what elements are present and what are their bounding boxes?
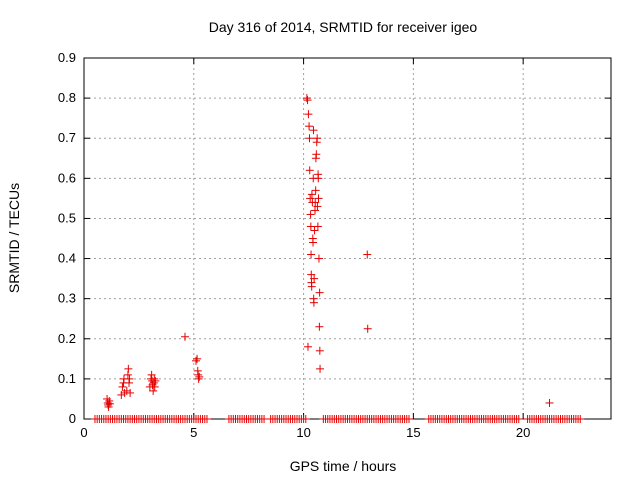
y-tick-label: 0.3 — [58, 291, 76, 306]
y-tick-label: 0.7 — [58, 130, 76, 145]
y-tick-label: 0.8 — [58, 90, 76, 105]
data-point — [313, 222, 322, 231]
data-point — [124, 364, 133, 373]
data-point — [195, 372, 204, 381]
data-point — [191, 356, 200, 365]
data-point — [314, 254, 323, 263]
data-point — [125, 374, 134, 383]
data-point — [194, 374, 203, 383]
data-point — [151, 376, 160, 385]
data-point — [311, 206, 320, 215]
y-tick-label: 0.4 — [58, 251, 76, 266]
y-tick-label: 0.6 — [58, 170, 76, 185]
data-point-zero — [202, 415, 211, 423]
data-point — [117, 390, 126, 399]
data-point — [310, 274, 319, 283]
data-point-zero — [404, 415, 413, 423]
data-point — [315, 346, 324, 355]
data-point — [305, 166, 314, 175]
y-tick-label: 0.9 — [58, 50, 76, 65]
data-point — [149, 386, 158, 395]
data-point — [304, 110, 313, 119]
plot-frame — [83, 57, 612, 420]
data-point — [306, 210, 315, 219]
x-tick-label: 5 — [190, 425, 197, 440]
data-point — [316, 364, 325, 373]
data-point — [314, 194, 323, 203]
data-point — [314, 174, 323, 183]
data-point — [181, 332, 190, 341]
x-tick-label: 10 — [296, 425, 310, 440]
chart-title: Day 316 of 2014, SRMTID for receiver ige… — [209, 19, 478, 35]
x-tick-label: 0 — [80, 425, 87, 440]
data-point — [307, 190, 316, 199]
data-point — [303, 342, 312, 351]
data-point — [105, 399, 114, 408]
data-point — [309, 126, 318, 135]
y-tick-label: 0 — [69, 411, 76, 426]
data-point — [122, 386, 131, 395]
data-point — [305, 122, 314, 131]
data-point — [118, 382, 127, 391]
data-point — [313, 202, 322, 211]
y-tick-label: 0.5 — [58, 210, 76, 225]
data-point — [307, 282, 316, 291]
data-point — [307, 250, 316, 259]
x-tick-label: 20 — [516, 425, 530, 440]
data-point — [305, 134, 314, 143]
data-point — [104, 402, 113, 411]
data-point — [150, 382, 159, 391]
data-point — [315, 288, 324, 297]
data-point — [307, 270, 316, 279]
data-point — [306, 222, 315, 231]
data-point — [309, 238, 318, 247]
x-tick-label: 15 — [406, 425, 420, 440]
data-point — [193, 354, 202, 363]
data-point — [315, 322, 324, 331]
data-point — [126, 388, 135, 397]
data-points — [90, 94, 585, 423]
data-point — [363, 250, 372, 259]
grid — [84, 58, 611, 419]
y-tick-label: 0.1 — [58, 371, 76, 386]
data-point — [311, 198, 320, 207]
y-tick-label: 0.2 — [58, 331, 76, 346]
data-point — [312, 150, 321, 159]
data-point — [311, 186, 320, 195]
data-point-zero — [514, 415, 523, 423]
data-point — [306, 194, 315, 203]
data-point-zero — [576, 415, 585, 423]
y-axis-label: SRMTID / TECUs — [6, 183, 22, 293]
data-point — [309, 298, 318, 307]
data-point — [545, 398, 554, 407]
data-point — [313, 134, 322, 143]
data-point — [302, 94, 311, 103]
data-point-zero — [301, 415, 310, 423]
data-point — [363, 324, 372, 333]
data-point — [150, 374, 159, 383]
data-point — [310, 226, 319, 235]
axis-ticks: 0 0.1 0.2 0.3 0.4 0.5 0.6 0.7 0.8 0.9 0 5 10 15 20 — [58, 50, 611, 440]
data-point — [303, 96, 312, 105]
x-axis-label: GPS time / hours — [290, 458, 397, 474]
